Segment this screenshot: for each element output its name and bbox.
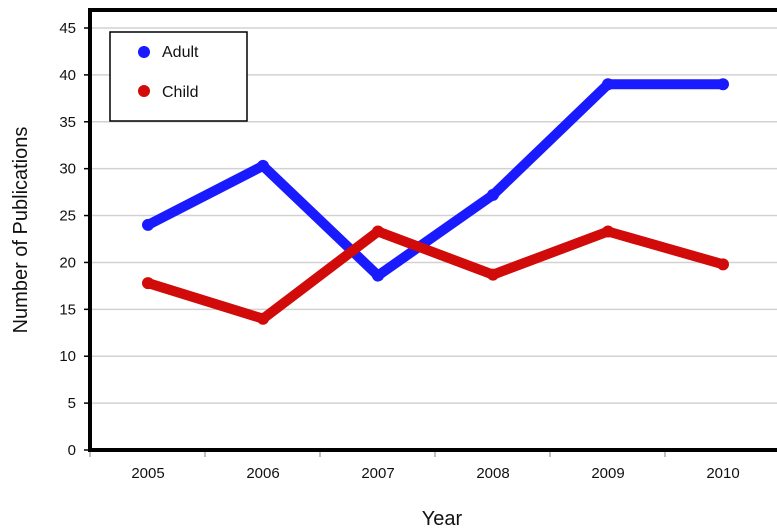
y-tick-label: 35 [59,114,76,131]
x-tick-label: 2008 [476,465,509,482]
y-tick-label: 30 [59,161,76,178]
y-tick-label: 15 [59,301,76,318]
data-point-adult [257,159,269,172]
series-lines [142,78,729,325]
data-point-adult [717,78,729,91]
data-point-child [602,225,614,238]
data-point-child [717,258,729,271]
grid-lines [90,27,777,404]
data-point-child [142,277,154,290]
x-tick-label: 2010 [706,465,739,482]
legend-marker-adult [138,46,150,58]
x-tick-label: 2007 [361,465,394,482]
data-point-adult [602,78,614,91]
y-tick-label: 0 [68,442,76,459]
x-axis-ticks: 2005 2006 2007 2008 2009 2010 [89,450,740,482]
data-point-adult [372,269,384,282]
legend-label-adult: Adult [162,44,199,61]
legend: Adult Child [109,31,248,122]
legend-label-child: Child [162,84,198,101]
x-tick-label: 2006 [246,465,279,482]
x-tick-label: 2005 [131,465,164,482]
data-point-child [372,225,384,238]
legend-box [109,31,248,122]
y-axis-title: Number of Publications [10,127,32,334]
data-point-child [257,312,269,325]
series-line-child [146,226,725,324]
data-point-child [487,268,499,281]
legend-marker-child [138,85,150,97]
y-tick-label: 20 [59,254,76,271]
y-tick-label: 40 [59,67,76,84]
data-point-adult [142,218,154,231]
data-point-adult [487,188,499,201]
y-tick-label: 25 [59,208,76,225]
x-tick-label: 2009 [591,465,624,482]
y-tick-label: 5 [68,395,76,412]
y-axis-ticks: 0 5 10 15 20 25 30 35 40 45 [59,20,90,459]
x-axis-title: Year [422,508,463,530]
y-tick-label: 45 [59,20,76,37]
series-line-adult [145,79,723,281]
y-tick-label: 10 [59,348,76,365]
